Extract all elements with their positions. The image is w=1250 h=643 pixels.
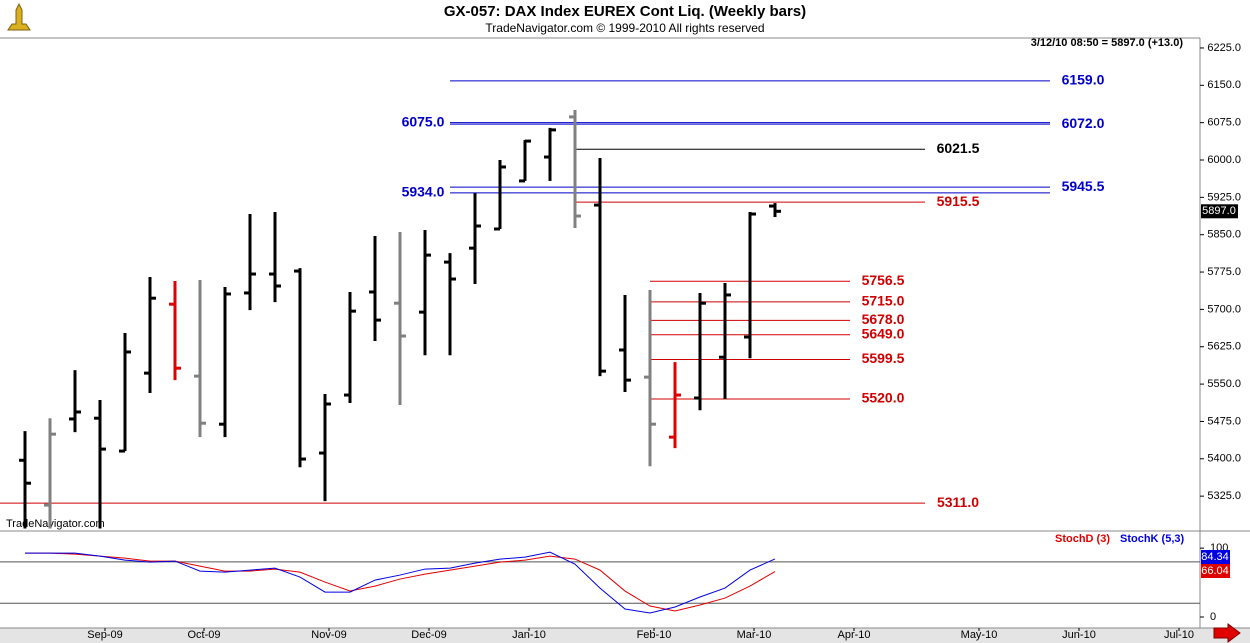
y-tick-label: 5925.0 — [1207, 191, 1241, 203]
level-label: 6159.0 — [1062, 72, 1105, 88]
value-label: 84.34 — [1201, 551, 1229, 563]
level-label: 5934.0 — [402, 184, 445, 200]
level-label: 5520.0 — [862, 390, 905, 406]
stoch-line — [25, 551, 776, 614]
y-tick-label: 6225.0 — [1207, 42, 1241, 54]
x-tick-label: Sep-09 — [87, 629, 122, 641]
y-tick-label: 5550.0 — [1207, 378, 1241, 390]
scroll-arrow[interactable] — [1213, 623, 1241, 643]
logo-icon — [7, 2, 31, 31]
x-tick-label: Nov-09 — [311, 629, 346, 641]
y-tick-label: 6000.0 — [1207, 154, 1241, 166]
y-tick-label: 5775.0 — [1207, 266, 1241, 278]
legend-label: StochK (5,3) — [1120, 533, 1185, 545]
y-tick-label: 6075.0 — [1207, 117, 1241, 129]
y-tick-label: 5625.0 — [1207, 341, 1241, 353]
value-box — [1201, 550, 1230, 564]
level-label: 6075.0 — [402, 113, 445, 129]
level-label: 5945.5 — [1062, 178, 1105, 194]
last-price-label: 5897.0 — [1202, 205, 1236, 217]
x-tick-label: Jul-10 — [1164, 629, 1194, 641]
level-label: 5715.0 — [862, 293, 905, 309]
level-label: 6072.0 — [1062, 115, 1105, 131]
level-label: 5649.0 — [862, 325, 905, 341]
x-tick-label: Feb-10 — [637, 629, 672, 641]
y-tick-label: 0 — [1210, 611, 1216, 623]
stoch-line — [25, 552, 776, 612]
x-tick-label: Oct-09 — [187, 629, 220, 641]
y-tick-label: 5700.0 — [1207, 303, 1241, 315]
chart-subtitle: TradeNavigator.com © 1999-2010 All right… — [485, 21, 764, 35]
x-tick-label: Dec-09 — [411, 629, 446, 641]
watermark: TradeNavigator.com — [6, 518, 105, 530]
level-label: 5311.0 — [937, 494, 979, 510]
value-box — [1201, 564, 1230, 578]
value-label: 66.04 — [1201, 565, 1229, 577]
x-tick-label: Apr-10 — [837, 629, 870, 641]
date-strip — [0, 628, 1250, 643]
level-label: 5915.5 — [937, 193, 980, 209]
quote: 3/12/10 08:50 = 5897.0 (+13.0) — [1031, 37, 1184, 49]
x-tick-label: Jan-10 — [512, 629, 546, 641]
x-tick-label: Mar-10 — [737, 629, 772, 641]
y-tick-label: 5475.0 — [1207, 415, 1241, 427]
level-label: 5599.5 — [862, 350, 905, 366]
y-tick-label: 6150.0 — [1207, 79, 1241, 91]
level-label: 6021.5 — [937, 140, 980, 156]
level-label: 5756.5 — [862, 272, 905, 288]
y-tick-label: 5850.0 — [1207, 229, 1241, 241]
x-tick-label: May-10 — [961, 629, 998, 641]
chart-title: GX-057: DAX Index EUREX Cont Liq. (Weekl… — [444, 3, 806, 20]
last-price-box — [1201, 204, 1238, 219]
x-tick-label: Jun-10 — [1062, 629, 1096, 641]
y-tick-label: 5400.0 — [1207, 453, 1241, 465]
y-tick-label: 5325.0 — [1207, 490, 1241, 502]
level-label: 5678.0 — [862, 311, 905, 327]
legend-label: StochD (3) — [1055, 533, 1110, 545]
